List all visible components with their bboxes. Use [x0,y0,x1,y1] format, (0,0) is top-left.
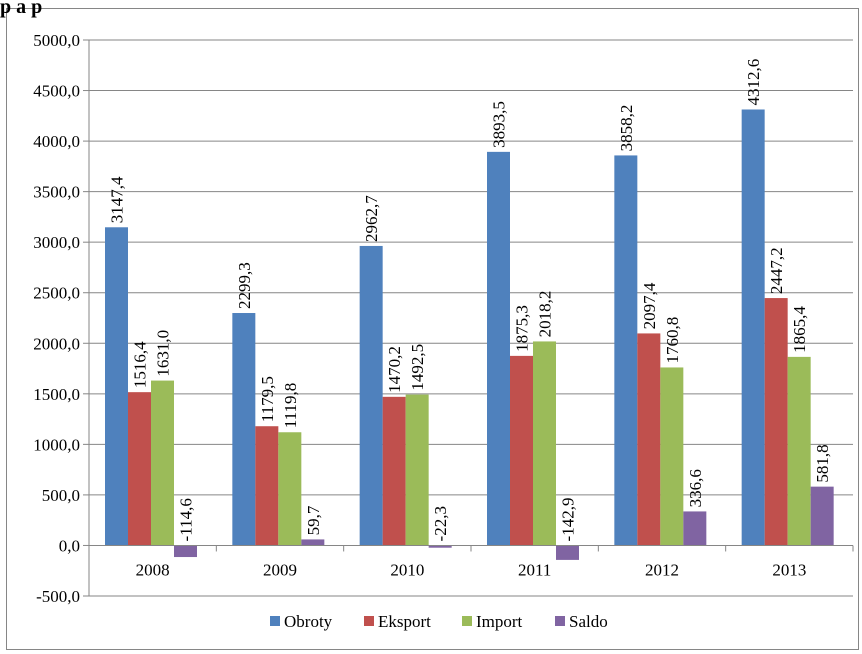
bar-eksport-2009 [255,426,279,546]
y-tick-label: 1500,0 [33,385,80,404]
data-label-obroty-2013: 4312,6 [744,59,763,106]
data-label-obroty-2012: 3858,2 [617,105,636,152]
data-label-saldo-2009: 59,7 [304,505,323,535]
bar-eksport-2010 [382,396,406,546]
y-tick-label: 4000,0 [33,132,80,151]
bar-obroty-2008 [105,227,128,546]
data-label-eksport-2008: 1516,4 [131,341,150,388]
legend-label-import: Import [476,612,523,631]
bar-saldo-2008 [174,545,197,558]
header-fragment: p a p [0,0,43,18]
legend-label-saldo: Saldo [569,612,608,631]
bar-saldo-2011 [556,545,579,560]
x-tick-label: 2012 [645,560,679,579]
data-label-obroty-2011: 3893,5 [490,101,509,148]
axes: -500,0 0,0 500,0 1000,0 1500,0 2000,0 2500,0 30… [33,31,854,606]
data-label-eksport-2011: 1875,3 [513,305,532,352]
data-labels: 3147,4 1516,4 1631,0 -114,6 2299,3 1179,5 1119… [108,59,833,542]
bar-saldo-2010 [428,545,452,548]
data-label-obroty-2010: 2962,7 [362,195,381,242]
y-tick-label: 2500,0 [33,284,80,303]
y-tick-label: 1000,0 [33,435,80,454]
bar-eksport-2008 [128,392,151,546]
y-tick-label: 500,0 [42,486,80,505]
bar-import-2009 [278,432,302,546]
x-tick-label: 2011 [518,560,551,579]
bar-eksport-2011 [510,355,533,546]
data-label-import-2012: 1760,8 [663,317,682,364]
x-tick-label: 2013 [772,560,806,579]
data-label-eksport-2009: 1179,5 [258,376,277,422]
y-tick-label: 3000,0 [33,233,80,252]
legend-swatch-import [462,616,472,626]
data-label-saldo-2013: 581,8 [813,444,832,482]
bar-saldo-2009 [301,539,325,546]
bar-eksport-2012 [637,333,661,546]
data-label-import-2011: 2018,2 [536,291,555,338]
data-label-eksport-2013: 2447,2 [767,247,786,294]
legend-swatch-obroty [270,616,280,626]
bar-import-2011 [533,341,556,546]
x-tick-label: 2008 [136,560,170,579]
legend-label-obroty: Obroty [284,612,333,631]
legend: Obroty Eksport Import Saldo [270,612,608,631]
x-tick-label: 2009 [263,560,297,579]
bar-import-2012 [660,367,684,546]
data-label-saldo-2010: -22,3 [431,506,450,541]
bar-obroty-2012 [614,155,638,546]
x-tick-label: 2010 [390,560,424,579]
bar-obroty-2009 [232,313,256,546]
bar-obroty-2011 [487,151,510,546]
bar-import-2013 [787,356,811,546]
legend-swatch-saldo [555,616,565,626]
data-label-import-2013: 1865,4 [790,306,809,353]
legend-label-eksport: Eksport [378,612,431,631]
bar-eksport-2013 [764,298,788,546]
bars [105,109,834,560]
data-label-obroty-2008: 3147,4 [108,176,127,223]
bar-saldo-2012 [683,511,707,546]
bar-obroty-2013 [741,109,765,546]
data-label-saldo-2008: -114,6 [177,498,196,541]
y-tick-label: 0,0 [59,536,80,555]
data-label-obroty-2009: 2299,3 [235,262,254,309]
data-label-import-2008: 1631,0 [154,330,173,377]
bar-saldo-2013 [810,486,834,546]
y-tick-label: 3500,0 [33,183,80,202]
data-label-saldo-2012: 336,6 [686,469,705,507]
bar-obroty-2010 [359,245,383,546]
data-label-saldo-2011: -142,9 [559,498,578,542]
y-tick-label: 2000,0 [33,334,80,353]
bar-import-2010 [405,394,429,546]
data-label-eksport-2012: 2097,4 [640,282,659,329]
y-tick-label: -500,0 [36,587,80,606]
bar-import-2008 [151,380,174,546]
data-label-eksport-2010: 1470,2 [385,346,404,393]
y-tick-label: 5000,0 [33,31,80,50]
data-label-import-2010: 1492,5 [408,344,427,391]
y-tick-label: 4500,0 [33,82,80,101]
data-label-import-2009: 1119,8 [281,383,300,429]
legend-swatch-eksport [364,616,374,626]
gridlines [89,39,853,597]
